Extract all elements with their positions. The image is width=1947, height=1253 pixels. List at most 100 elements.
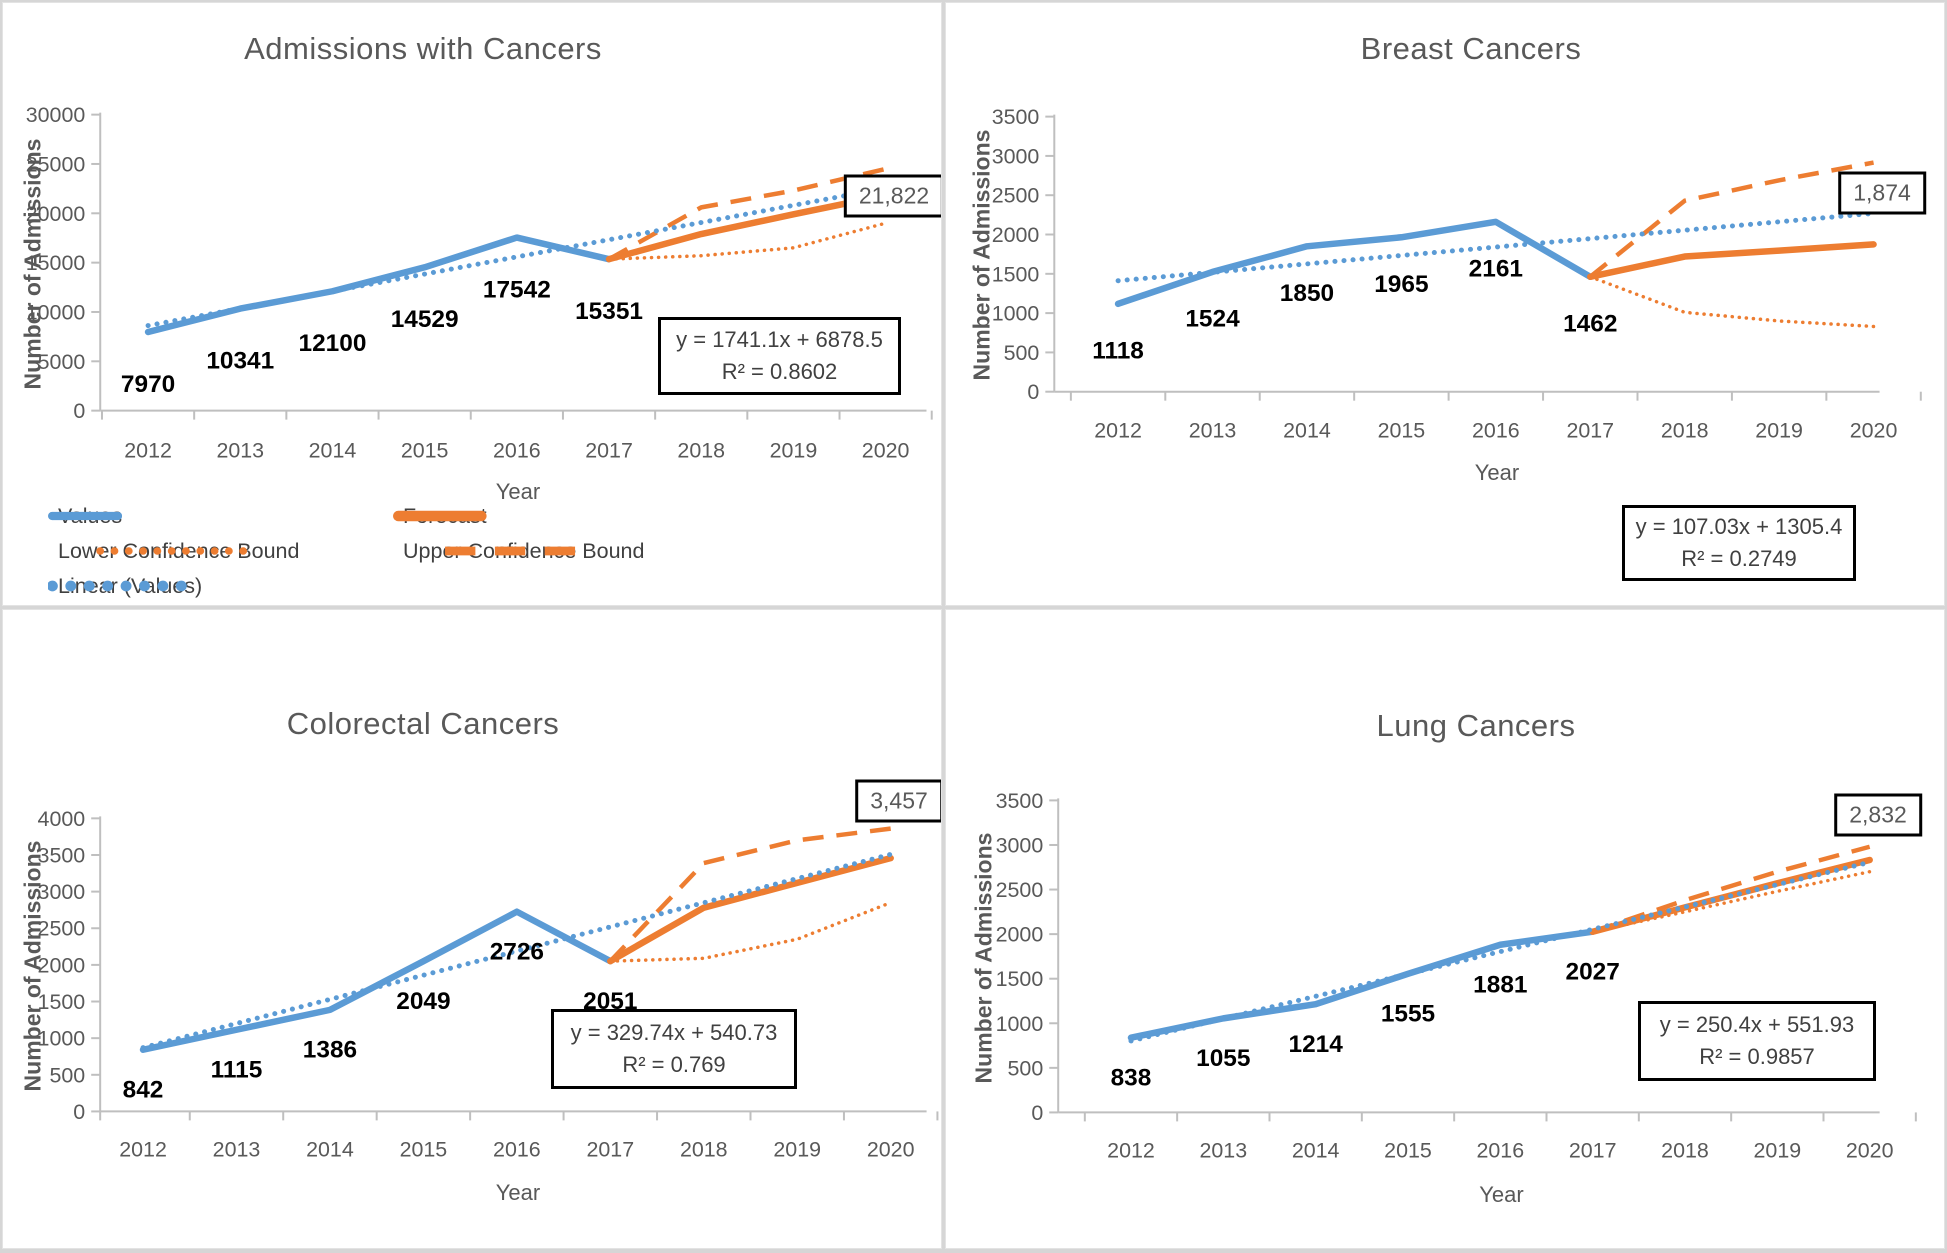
x-tick-label: 2015 <box>401 438 449 462</box>
y-tick-label: 3500 <box>996 789 1044 813</box>
forecast-end-label: 3,457 <box>855 779 941 823</box>
chart-title: Lung Cancers <box>1376 708 1576 743</box>
x-tick-label: 2015 <box>1384 1138 1432 1162</box>
x-tick-label: 2012 <box>124 438 172 462</box>
data-label: 1524 <box>1185 306 1240 333</box>
chart-canvas: 0 500 1000 1500 2000 2500 3000 3500 2012 2013 2014… <box>992 105 1922 443</box>
trendline-equation-box: y = 1741.1x + 6878.5 R² = 0.8602 <box>658 317 901 395</box>
x-tick-label: 2019 <box>1755 419 1803 443</box>
trendline-equation-box: y = 329.74x + 540.73 R² = 0.769 <box>551 1009 797 1089</box>
x-tick-label: 2017 <box>586 1137 634 1161</box>
x-tick-label: 2016 <box>1472 419 1520 443</box>
forecast-end-label: 21,822 <box>843 174 941 218</box>
y-axis-title: Number of Admissions <box>19 840 46 1092</box>
forecast-end-label: 1,874 <box>1838 171 1926 215</box>
x-tick-label: 2013 <box>1189 419 1237 443</box>
y-tick-label: 2000 <box>992 223 1040 247</box>
y-tick-label: 10000 <box>26 300 86 324</box>
series-upper-confidence-bound-line <box>607 166 887 262</box>
series-linear-values--line <box>140 851 894 1051</box>
series-lower-confidence-bound-line <box>1588 275 1876 329</box>
chart-panel-colorectal-cancers: 0 500 1000 1500 2000 2500 3000 3500 4000 2012 2013… <box>2 609 942 1249</box>
chart-title: Colorectal Cancers <box>286 706 560 741</box>
y-tick-label: 2500 <box>996 878 1044 902</box>
y-tick-label: 15000 <box>26 251 86 275</box>
chart-canvas: 0 500 1000 1500 2000 2500 3000 3500 2012 2013 2014… <box>996 789 1917 1162</box>
r-squared-value: R² = 0.9857 <box>1699 1044 1815 1069</box>
series-upper-confidence-bound-line <box>1591 844 1871 934</box>
series-lower-confidence-bound-line <box>607 221 888 261</box>
data-label: 1055 <box>1196 1045 1250 1072</box>
x-tick-label: 2020 <box>862 438 910 462</box>
y-tick-label: 500 <box>49 1063 85 1087</box>
x-axis-title: Year <box>1474 460 1520 485</box>
series-upper-confidence-bound-line <box>608 826 891 963</box>
y-axis-title: Number of Admissions <box>970 832 997 1083</box>
data-label: 1881 <box>1473 972 1527 999</box>
x-tick-label: 2012 <box>119 1137 167 1161</box>
data-label: 1386 <box>303 1037 357 1064</box>
data-label: 838 <box>1111 1065 1152 1092</box>
y-tick-label: 0 <box>1031 1101 1043 1125</box>
data-label: 2049 <box>396 988 450 1015</box>
r-squared-value: R² = 0.769 <box>622 1052 726 1077</box>
trendline-equation: y = 250.4x + 551.93 <box>1659 1012 1855 1038</box>
x-tick-label: 2014 <box>306 1137 354 1161</box>
series-values-line <box>144 234 613 336</box>
series-forecast-line <box>605 192 889 263</box>
y-tick-label: 2500 <box>38 917 86 941</box>
r-squared-value: R² = 0.2749 <box>1681 546 1797 571</box>
trendline-equation: y = 1741.1x + 6878.5 <box>676 327 883 353</box>
data-label: 7970 <box>121 371 175 398</box>
x-tick-label: 2015 <box>1378 419 1426 443</box>
y-tick-label: 3500 <box>992 105 1040 129</box>
series-forecast-line <box>1587 241 1877 281</box>
series-linear-values--line <box>1115 210 1877 284</box>
y-tick-label: 30000 <box>26 103 86 127</box>
x-axis-title: Year <box>495 1180 541 1205</box>
chart-canvas: 0 5000 10000 15000 20000 25000 30000 2012 2013 20… <box>26 103 933 462</box>
x-tick-label: 2012 <box>1107 1138 1155 1162</box>
y-tick-label: 3000 <box>992 144 1040 168</box>
x-tick-label: 2016 <box>493 438 541 462</box>
y-tick-label: 1000 <box>996 1012 1044 1036</box>
y-tick-label: 4000 <box>38 807 86 831</box>
y-tick-label: 25000 <box>26 152 86 176</box>
data-label: 1115 <box>211 1057 263 1084</box>
data-label: 1965 <box>1374 271 1428 298</box>
x-tick-label: 2019 <box>773 1137 821 1161</box>
series-values-line <box>1114 218 1594 308</box>
y-tick-label: 2500 <box>992 184 1040 208</box>
x-tick-label: 2020 <box>1846 1138 1894 1162</box>
y-tick-label: 3500 <box>38 843 86 867</box>
x-tick-label: 2014 <box>1292 1138 1340 1162</box>
x-tick-label: 2018 <box>677 438 725 462</box>
y-tick-label: 3000 <box>38 880 86 904</box>
x-tick-label: 2017 <box>1569 1138 1617 1162</box>
data-label: 2027 <box>1566 959 1620 986</box>
chart-panel-admissions-with-cancers: 0 5000 10000 15000 20000 25000 30000 2012 2013 20… <box>2 2 942 606</box>
data-label: 842 <box>123 1077 164 1104</box>
x-tick-label: 2019 <box>770 438 818 462</box>
trendline-equation-box: y = 107.03x + 1305.4 R² = 0.2749 <box>1622 505 1856 581</box>
x-axis-title: Year <box>495 479 541 504</box>
data-label: 1555 <box>1381 1001 1435 1028</box>
y-tick-label: 1500 <box>992 262 1040 286</box>
series-lower-confidence-bound-line <box>1590 869 1872 934</box>
data-label: 17542 <box>483 276 551 303</box>
data-label: 15351 <box>575 298 643 325</box>
x-tick-label: 2019 <box>1754 1138 1802 1162</box>
y-tick-label: 3000 <box>996 833 1044 857</box>
chart-panel-lung-cancers: 0 500 1000 1500 2000 2500 3000 3500 2012 2013 2014… <box>945 609 1945 1249</box>
series-lower-confidence-bound-line <box>608 900 893 963</box>
series-linear-values--line <box>1128 859 1873 1044</box>
y-tick-label: 20000 <box>26 202 86 226</box>
chart-panel-breast-cancers: 0 500 1000 1500 2000 2500 3000 3500 2012 2013 2014… <box>945 2 1945 606</box>
chart-title: Breast Cancers <box>1360 31 1582 66</box>
trendline-equation: y = 107.03x + 1305.4 <box>1635 514 1843 540</box>
x-tick-label: 2020 <box>867 1137 915 1161</box>
data-label: 2726 <box>490 939 544 966</box>
x-tick-label: 2016 <box>1476 1138 1524 1162</box>
x-tick-label: 2013 <box>213 1137 261 1161</box>
